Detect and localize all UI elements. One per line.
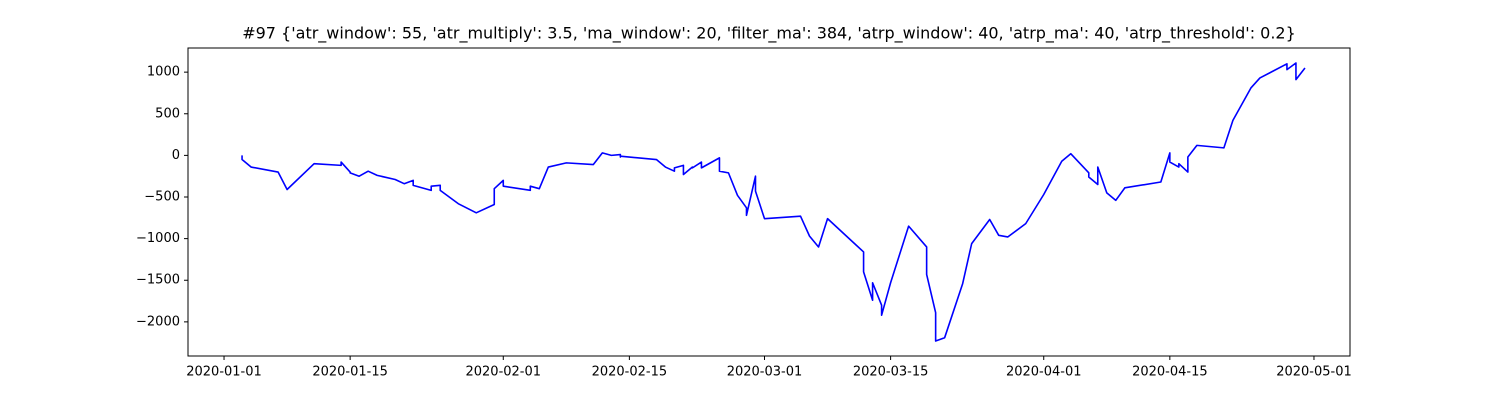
- y-tick-label: 0: [172, 148, 180, 163]
- y-tick-label: −500: [144, 190, 180, 205]
- y-tick-label: −2000: [136, 314, 180, 329]
- y-tick-label: 500: [155, 106, 180, 121]
- y-tick-label: 1000: [147, 65, 180, 80]
- plot-frame: [187, 47, 1351, 357]
- y-tick-label: −1000: [136, 231, 180, 246]
- x-tick-label: 2020-01-01: [186, 365, 262, 380]
- x-tick-label: 2020-02-01: [465, 365, 541, 380]
- x-tick-label: 2020-05-01: [1276, 365, 1352, 380]
- x-tick-label: 2020-04-01: [1006, 365, 1082, 380]
- x-tick-label: 2020-01-15: [312, 365, 388, 380]
- chart-title: #97 {'atr_window': 55, 'atr_multiply': 3…: [242, 24, 1296, 44]
- x-tick-label: 2020-03-01: [727, 365, 803, 380]
- x-tick-label: 2020-03-15: [853, 365, 929, 380]
- x-tick-label: 2020-04-15: [1132, 365, 1208, 380]
- line: [241, 62, 1306, 342]
- x-tick-label: 2020-02-15: [592, 365, 668, 380]
- y-tick-label: −1500: [136, 273, 180, 288]
